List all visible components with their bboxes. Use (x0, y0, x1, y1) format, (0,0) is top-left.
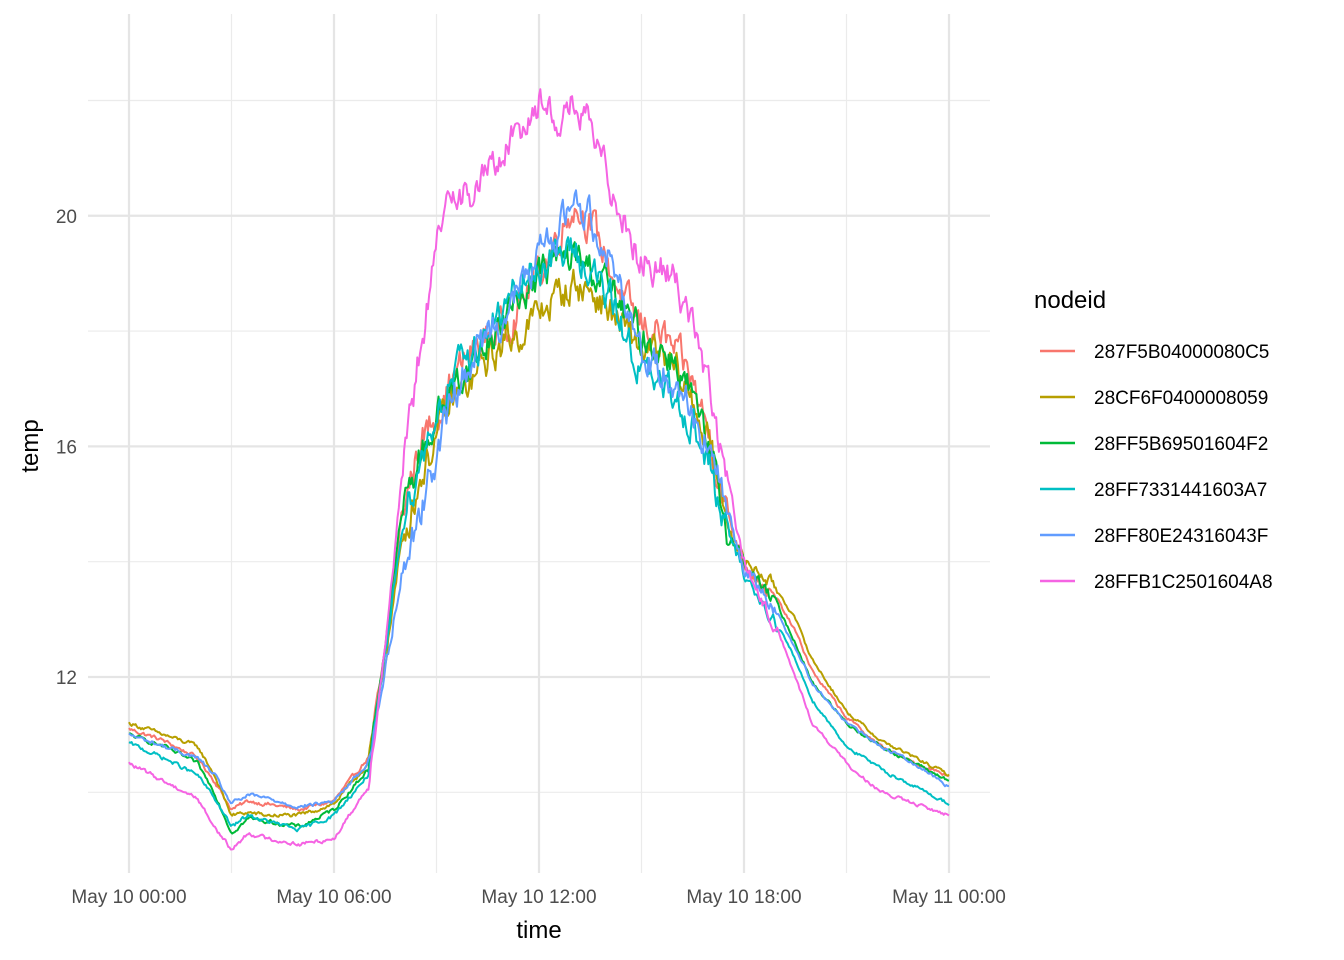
x-axis-ticks: May 10 00:00 May 10 06:00 May 10 12:00 May … (71, 887, 1005, 908)
legend-label-287F5B04000080C5: 287F5B04000080C5 (1094, 342, 1269, 363)
grid (88, 14, 990, 873)
x-tick-label: May 11 00:00 (892, 887, 1006, 908)
x-tick-label: May 10 06:00 (276, 887, 391, 908)
x-tick-label: May 10 00:00 (71, 887, 186, 908)
legend-label-28FF7331441603A7: 28FF7331441603A7 (1094, 480, 1267, 501)
legend-label-28FF80E24316043F: 28FF80E24316043F (1094, 526, 1268, 547)
legend-label-28FF5B69501604F2: 28FF5B69501604F2 (1094, 434, 1268, 455)
series-line-28FFB1C2501604A8 (128, 88, 950, 851)
series-line-28CF6F0400008059 (128, 268, 950, 818)
y-tick-label: 12 (56, 668, 77, 689)
series-line-28FF7331441603A7 (128, 236, 950, 833)
legend-title: nodeid (1034, 287, 1106, 314)
series-line-28FF5B69501604F2 (128, 241, 950, 835)
y-tick-label: 16 (56, 437, 77, 458)
y-tick-label: 20 (56, 207, 77, 228)
legend-items: 287F5B04000080C5 28CF6F0400008059 28FF5B69… (1040, 342, 1273, 593)
legend-label-28FFB1C2501604A8: 28FFB1C2501604A8 (1094, 572, 1273, 593)
x-axis-title: time (516, 917, 561, 944)
y-axis-title: temp (17, 419, 44, 472)
y-axis-ticks: 12 16 20 (56, 207, 77, 689)
series-line-28FF80E24316043F (128, 189, 950, 810)
series-lines (128, 88, 950, 851)
x-tick-label: May 10 18:00 (686, 887, 801, 908)
x-tick-label: May 10 12:00 (481, 887, 596, 908)
legend: nodeid 287F5B04000080C528CF6F04000080592… (1034, 287, 1273, 593)
legend-label-28CF6F0400008059: 28CF6F0400008059 (1094, 388, 1268, 409)
